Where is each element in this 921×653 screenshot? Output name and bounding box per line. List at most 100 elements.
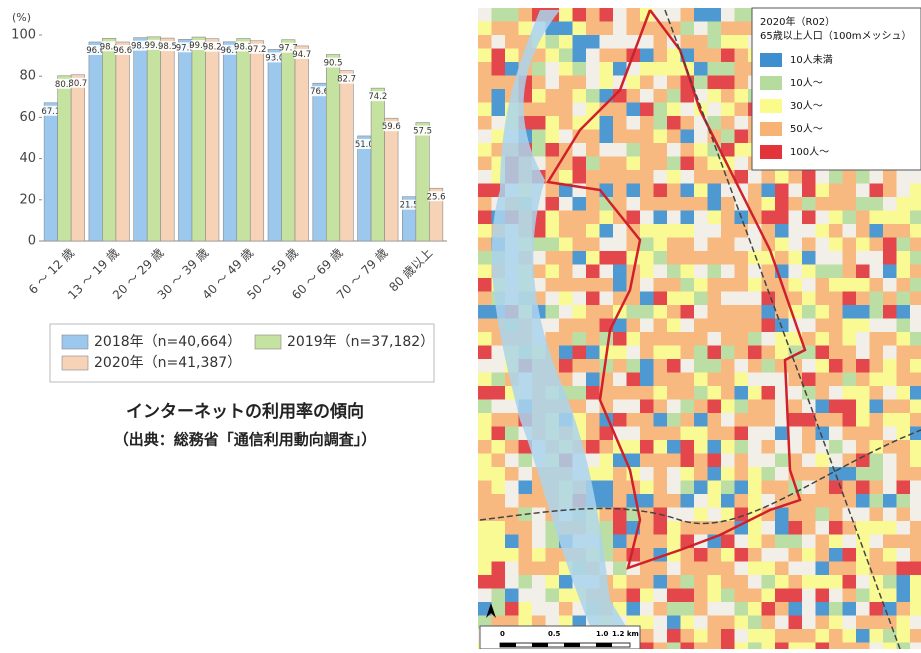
scale-bar bbox=[500, 643, 630, 647]
mesh-cell bbox=[492, 589, 506, 603]
mesh-cell bbox=[519, 575, 533, 589]
mesh-cell bbox=[721, 211, 735, 225]
mesh-cell bbox=[721, 332, 735, 346]
mesh-cell bbox=[789, 575, 803, 589]
mesh-cell bbox=[870, 211, 884, 225]
mesh-cell bbox=[816, 332, 830, 346]
mesh-cell bbox=[775, 589, 789, 603]
mesh-cell bbox=[627, 305, 641, 319]
mesh-cell bbox=[613, 184, 627, 198]
mesh-cell bbox=[478, 521, 492, 535]
mesh-cell bbox=[897, 346, 911, 360]
mesh-cell bbox=[721, 359, 735, 373]
mesh-cell bbox=[573, 346, 587, 360]
mesh-cell bbox=[870, 467, 884, 481]
mesh-cell bbox=[762, 292, 776, 306]
mesh-cell bbox=[492, 413, 506, 427]
mesh-cell bbox=[897, 265, 911, 279]
mesh-cell bbox=[694, 319, 708, 333]
mesh-cell bbox=[559, 359, 573, 373]
mesh-cell bbox=[721, 575, 735, 589]
mesh-cell bbox=[762, 562, 776, 576]
mesh-cell bbox=[897, 278, 911, 292]
mesh-cell bbox=[654, 413, 668, 427]
mesh-cell bbox=[910, 373, 921, 387]
mesh-cell bbox=[721, 629, 735, 643]
mesh-cell bbox=[613, 562, 627, 576]
mesh-cell bbox=[667, 589, 681, 603]
mesh-cell bbox=[816, 265, 830, 279]
mesh-cell bbox=[708, 265, 722, 279]
mesh-cell bbox=[667, 440, 681, 454]
mesh-cell bbox=[559, 211, 573, 225]
mesh-cell bbox=[802, 251, 816, 265]
mesh-cell bbox=[829, 440, 843, 454]
mesh-cell bbox=[640, 332, 654, 346]
mesh-cell bbox=[478, 116, 492, 130]
mesh-cell bbox=[519, 481, 533, 495]
mesh-cell bbox=[735, 643, 749, 650]
mesh-cell bbox=[748, 359, 762, 373]
mesh-cell bbox=[613, 589, 627, 603]
mesh-cell bbox=[735, 440, 749, 454]
bar bbox=[102, 38, 116, 241]
mesh-cell bbox=[870, 521, 884, 535]
mesh-cell bbox=[681, 400, 695, 414]
mesh-cell bbox=[640, 265, 654, 279]
mesh-cell bbox=[492, 22, 506, 36]
mesh-cell bbox=[613, 157, 627, 171]
mesh-cell bbox=[897, 332, 911, 346]
mesh-cell bbox=[775, 562, 789, 576]
mesh-cell bbox=[613, 278, 627, 292]
mesh-cell bbox=[681, 184, 695, 198]
mesh-cell bbox=[843, 265, 857, 279]
mesh-cell bbox=[546, 197, 560, 211]
mesh-cell bbox=[667, 265, 681, 279]
mesh-cell bbox=[748, 589, 762, 603]
mesh-cell bbox=[694, 278, 708, 292]
mesh-cell bbox=[721, 481, 735, 495]
mesh-cell bbox=[667, 278, 681, 292]
mesh-cell bbox=[600, 521, 614, 535]
mesh-cell bbox=[816, 346, 830, 360]
mesh-cell bbox=[829, 535, 843, 549]
mesh-cell bbox=[883, 251, 897, 265]
mesh-cell bbox=[492, 481, 506, 495]
mesh-cell bbox=[775, 521, 789, 535]
mesh-cell bbox=[559, 8, 573, 22]
mesh-cell bbox=[721, 427, 735, 441]
mesh-cell bbox=[802, 211, 816, 225]
mesh-cell bbox=[573, 62, 587, 76]
mesh-cell bbox=[910, 332, 921, 346]
mesh-cell bbox=[478, 265, 492, 279]
mesh-cell bbox=[492, 103, 506, 117]
mesh-cell bbox=[613, 521, 627, 535]
bar bbox=[44, 103, 58, 241]
mesh-cell bbox=[654, 103, 668, 117]
value-label: 90.5 bbox=[324, 59, 343, 69]
mesh-cell bbox=[654, 319, 668, 333]
mesh-cell bbox=[708, 427, 722, 441]
mesh-cell bbox=[883, 184, 897, 198]
mesh-cell bbox=[586, 292, 600, 306]
mesh-cell bbox=[600, 8, 614, 22]
mesh-cell bbox=[708, 8, 722, 22]
mesh-cell bbox=[600, 305, 614, 319]
mesh-cell bbox=[640, 292, 654, 306]
mesh-cell bbox=[775, 251, 789, 265]
mesh-cell bbox=[816, 454, 830, 468]
mesh-cell bbox=[573, 35, 587, 49]
mesh-cell bbox=[654, 292, 668, 306]
mesh-cell bbox=[829, 170, 843, 184]
mesh-cell bbox=[654, 278, 668, 292]
mesh-cell bbox=[586, 224, 600, 238]
mesh-cell bbox=[627, 8, 641, 22]
mesh-cell bbox=[559, 346, 573, 360]
mesh-cell bbox=[802, 467, 816, 481]
mesh-cell bbox=[586, 251, 600, 265]
mesh-cell bbox=[856, 643, 870, 650]
mesh-cell bbox=[829, 224, 843, 238]
mesh-cell bbox=[640, 373, 654, 387]
mesh-cell bbox=[694, 197, 708, 211]
mesh-cell bbox=[600, 62, 614, 76]
